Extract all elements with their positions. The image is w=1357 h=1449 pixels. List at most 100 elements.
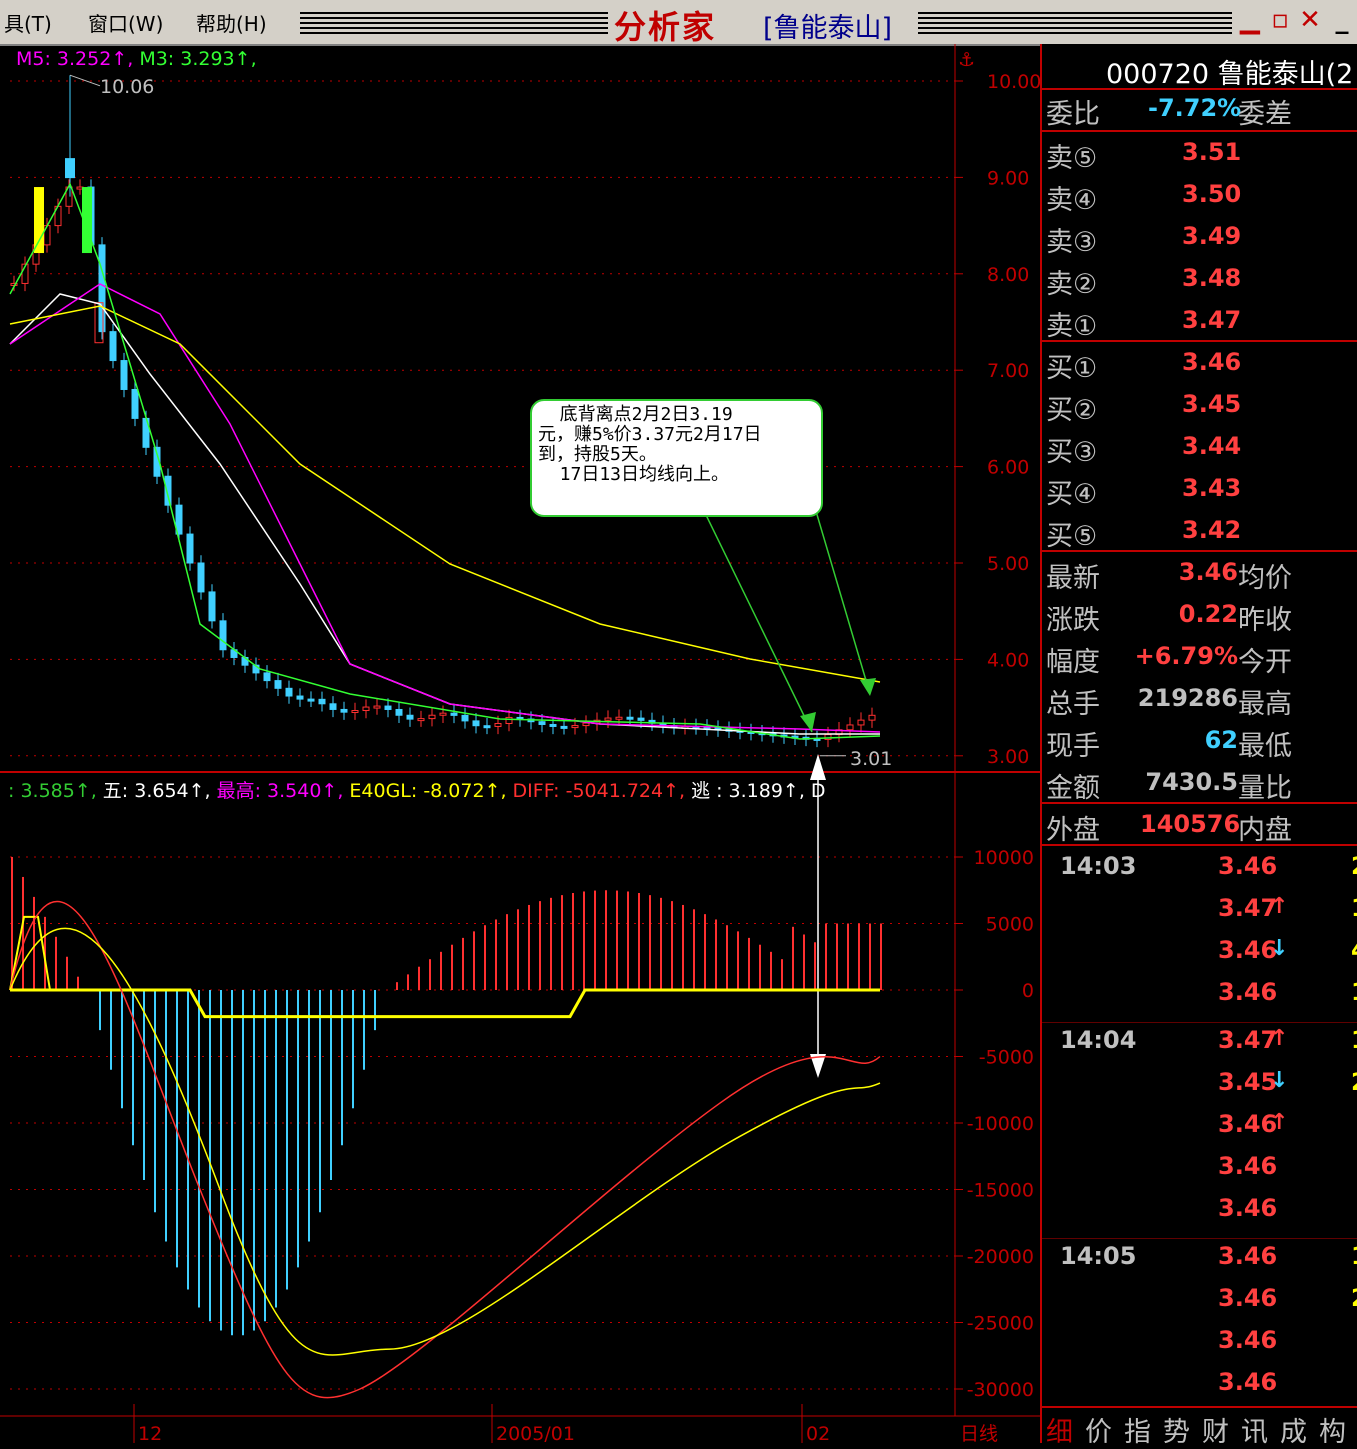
indicator-tick-label: 10000 — [974, 847, 1034, 869]
chart-area[interactable]: 10.00 9.00 8.00 7.00 6.00 5.00 4.00 3.00 10000 50… — [0, 44, 1040, 1443]
sell-price: 3.51 — [1182, 138, 1242, 166]
menu-tools[interactable]: 具(T) — [4, 12, 52, 36]
candle-body — [450, 712, 458, 716]
indicator-tick-label: -30000 — [967, 1379, 1034, 1401]
arrowhead-icon — [800, 712, 816, 732]
sell-row[interactable]: 卖② 3.48 — [1042, 258, 1357, 300]
stat-label-2: 最高 — [1238, 689, 1292, 720]
stat-row: 涨跌 0.22 昨收 — [1042, 594, 1357, 636]
candle-body — [560, 725, 568, 729]
candle-body — [263, 672, 271, 682]
candle-body — [175, 504, 183, 535]
indicator-legend-item: E40GL: -8.072↑, — [349, 780, 507, 802]
candle-body — [461, 714, 469, 722]
tick-row: 3.46 ↑ — [1042, 1110, 1357, 1152]
divider — [1042, 88, 1357, 90]
divider — [1042, 340, 1357, 342]
tick-price: 3.46 — [1218, 852, 1278, 880]
tab-6[interactable]: 成 — [1280, 1417, 1307, 1448]
tab-7[interactable]: 构 — [1319, 1417, 1346, 1448]
tick-price: 3.46 — [1218, 1194, 1278, 1222]
dea-line — [9, 927, 881, 1356]
tick-row: 3.46 — [1042, 1326, 1357, 1368]
buy-row[interactable]: 买④ 3.43 — [1042, 468, 1357, 510]
tab-3[interactable]: 势 — [1163, 1417, 1190, 1448]
menu-window[interactable]: 窗口(W) — [88, 12, 164, 36]
anchor-icon: ⚓ — [958, 49, 975, 71]
stat-label: 总手 — [1046, 689, 1100, 720]
quote-panel: 000720 鲁能泰山(2 委比 -7.72% 委差 卖⑤ 3.51 卖④ 3.50 卖… — [1040, 44, 1357, 1448]
sell-label: 卖④ — [1046, 185, 1098, 216]
menu-help[interactable]: 帮助(H) — [196, 12, 267, 36]
tab-2[interactable]: 指 — [1124, 1417, 1151, 1448]
sell-row[interactable]: 卖① 3.47 — [1042, 300, 1357, 342]
indicator-legend-item: 逃 — [691, 780, 711, 802]
tick-volume: 1 — [1351, 894, 1357, 922]
candle-body — [604, 717, 612, 721]
candle-body — [94, 302, 104, 344]
candle-body — [505, 716, 513, 725]
indicator-tick-label: -20000 — [967, 1246, 1034, 1268]
stock-title: [鲁能泰山] — [763, 13, 893, 44]
outer-value: 140576 — [1140, 810, 1241, 838]
divider — [1042, 550, 1357, 552]
down-arrow-icon: ↓ — [1270, 1068, 1289, 1093]
tab-5[interactable]: 讯 — [1241, 1417, 1268, 1448]
candle-body — [439, 712, 447, 716]
candle-body — [868, 714, 876, 721]
tick-volume: 2 — [1351, 1284, 1357, 1312]
arrowhead-icon — [810, 754, 826, 780]
stat-row: 最新 3.46 均价 — [1042, 552, 1357, 594]
sell-row[interactable]: 卖⑤ 3.51 — [1042, 132, 1357, 174]
minimize-button[interactable]: ▁ — [1240, 5, 1260, 35]
restore-button[interactable]: ▫ — [1271, 5, 1289, 35]
kline-chart[interactable]: 10.00 9.00 8.00 7.00 6.00 5.00 4.00 3.00 10000 50… — [0, 44, 1040, 1443]
stat-label: 金额 — [1046, 773, 1100, 804]
candle-body — [406, 714, 414, 720]
stat-value: 62 — [1204, 726, 1238, 754]
buy-row[interactable]: 买② 3.45 — [1042, 384, 1357, 426]
candle-body — [384, 705, 392, 710]
stat-label-2: 今开 — [1238, 647, 1292, 678]
tick-price: 3.47 — [1218, 894, 1278, 922]
buy-price: 3.45 — [1182, 390, 1242, 418]
tab-1[interactable]: 价 — [1085, 1417, 1112, 1448]
sell-row[interactable]: 卖③ 3.49 — [1042, 216, 1357, 258]
price-tick-label: 5.00 — [987, 553, 1029, 575]
buy-row[interactable]: 买① 3.46 — [1042, 342, 1357, 384]
callout-line: 17日13日均线向上。 — [538, 464, 730, 485]
stat-label-2: 均价 — [1238, 563, 1292, 594]
callout-line: 元，赚5%价3.37元2月17日 — [538, 424, 762, 445]
tick-row: 3.46 2 — [1042, 1284, 1357, 1326]
sell-price: 3.50 — [1182, 180, 1242, 208]
indicator-tick-label: -5000 — [979, 1047, 1034, 1069]
sell-price: 3.49 — [1182, 222, 1242, 250]
candle-body — [538, 721, 546, 725]
candle-body — [428, 714, 436, 720]
weibi-row: 委比 -7.72% 委差 — [1042, 88, 1357, 130]
price-tick-label: 6.00 — [987, 457, 1029, 479]
buy-row[interactable]: 买③ 3.44 — [1042, 426, 1357, 468]
candle-body — [329, 703, 337, 710]
indicator-legend-item: DIFF: -5041.724↑, — [512, 780, 686, 802]
weibi-label: 委比 — [1046, 99, 1100, 130]
title-stripes-left — [300, 12, 608, 34]
tick-price: 3.46 — [1218, 1368, 1278, 1396]
tick-volume: 2 — [1351, 1068, 1357, 1096]
outer-label: 外盘 — [1046, 815, 1100, 846]
tab-0[interactable]: 细 — [1046, 1417, 1073, 1448]
sell-row[interactable]: 卖④ 3.50 — [1042, 174, 1357, 216]
candle-body — [373, 705, 381, 709]
buy-row[interactable]: 买⑤ 3.42 — [1042, 510, 1357, 552]
candle-body — [362, 706, 370, 712]
close-button[interactable]: ✕ — [1299, 5, 1321, 35]
sell-label: 卖⑤ — [1046, 143, 1098, 174]
tick-row: 14:04 3.47↑ 1 — [1042, 1026, 1357, 1068]
tab-4[interactable]: 财 — [1202, 1417, 1229, 1448]
indicator-tick-label: -15000 — [967, 1180, 1034, 1202]
candle-body — [472, 720, 480, 727]
divider — [1042, 1238, 1357, 1239]
menu-minimize-icon[interactable]: _ — [1335, 5, 1349, 35]
buy-label: 买③ — [1046, 437, 1098, 468]
candle-body — [98, 244, 106, 333]
